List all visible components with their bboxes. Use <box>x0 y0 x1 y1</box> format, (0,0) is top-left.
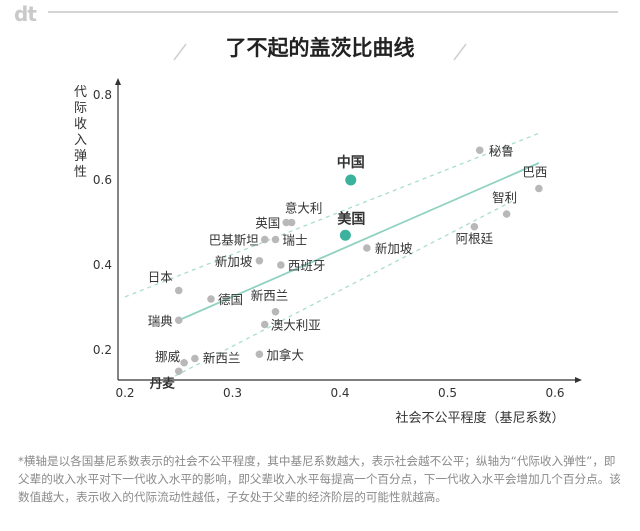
trend-line-group <box>178 162 540 322</box>
y-tick-label: 0.8 <box>93 88 112 102</box>
data-point <box>470 222 479 231</box>
data-point <box>255 256 264 265</box>
y-tick-label: 0.2 <box>93 343 112 357</box>
band-lower-line <box>167 200 513 381</box>
point-label: 西班牙 <box>288 258 326 273</box>
data-point <box>502 210 511 218</box>
band-upper-line <box>124 132 540 298</box>
point-label: 巴基斯坦 <box>209 233 259 248</box>
point-label: 巴西 <box>522 165 547 180</box>
x-axis-arrow <box>575 377 582 383</box>
point-label: 阿根廷 <box>456 231 494 246</box>
title-decoration <box>173 43 467 61</box>
point-label: 新西兰 <box>251 288 289 303</box>
data-point <box>191 354 199 363</box>
data-point <box>535 184 543 193</box>
data-point <box>260 235 269 244</box>
data-point <box>174 367 183 376</box>
footnote: *横轴是以各国基尼系数表示的社会不公平程度，其中基尼系数越大，表示社会越不公平；… <box>18 454 621 504</box>
data-point <box>271 307 280 316</box>
scatter-chart: 0.2 0.3 0.4 0.5 0.6 0.2 0.4 0.6 0.8 社会不公平程度（基尼系数）… <box>74 43 582 426</box>
point-label: 新加坡 <box>215 254 253 269</box>
data-point <box>255 350 264 359</box>
y-tick-label: 0.4 <box>93 258 112 272</box>
y-axis-arrow <box>115 78 121 85</box>
point-label: 挪威 <box>155 349 181 364</box>
data-point <box>363 244 371 252</box>
x-axis-label: 社会不公平程度（基尼系数） <box>395 410 564 426</box>
data-point <box>180 358 188 367</box>
x-tick-label: 0.3 <box>223 386 242 400</box>
point-label: 新加坡 <box>375 241 413 256</box>
brand-logo: dt <box>14 2 37 26</box>
chart-title: 了不起的盖茨比曲线 <box>225 36 415 60</box>
point-label: 智利 <box>492 190 517 205</box>
data-point <box>277 261 285 269</box>
point-label: 美国 <box>337 210 365 227</box>
data-point <box>287 218 296 227</box>
top-divider <box>48 11 618 13</box>
point-label: 加拿大 <box>266 347 304 362</box>
point-label: 意大利 <box>285 201 323 216</box>
point-label: 德国 <box>218 292 243 307</box>
point-label: 丹麦 <box>150 375 176 390</box>
point-label: 新西兰 <box>203 351 241 366</box>
data-point <box>475 146 484 155</box>
point-label: 瑞士 <box>283 233 308 248</box>
data-point <box>174 286 183 295</box>
confidence-band <box>124 132 540 381</box>
point-label: 中国 <box>337 154 365 171</box>
trend-line <box>178 162 540 322</box>
data-point <box>207 295 215 303</box>
point-label: 英国 <box>255 216 280 231</box>
title-area: 了不起的盖茨比曲线 <box>0 28 640 68</box>
data-point <box>339 229 351 241</box>
point-label: 日本 <box>148 270 174 285</box>
data-point <box>282 218 291 227</box>
data-points <box>174 146 543 376</box>
y-tick-label: 0.6 <box>93 173 112 187</box>
x-tick-label: 0.5 <box>438 386 457 400</box>
point-label: 秘鲁 <box>489 143 514 158</box>
top-bar: dt <box>0 0 640 30</box>
point-label: 澳大利亚 <box>271 318 321 333</box>
data-point <box>271 235 280 244</box>
title-slash-right <box>453 43 467 61</box>
point-label: 瑞典 <box>148 313 173 328</box>
y-axis-label: 代际收入弹性 <box>74 85 87 180</box>
x-tick-label: 0.4 <box>330 386 349 400</box>
data-point <box>260 320 269 329</box>
x-tick-label: 0.2 <box>115 386 134 400</box>
x-tick-label: 0.6 <box>545 386 564 400</box>
title-slash-left <box>173 43 187 61</box>
axes: 0.2 0.3 0.4 0.5 0.6 0.2 0.4 0.6 0.8 社会不公平程度（基尼系数）… <box>74 78 582 426</box>
data-point <box>345 174 357 186</box>
data-point <box>174 316 183 325</box>
